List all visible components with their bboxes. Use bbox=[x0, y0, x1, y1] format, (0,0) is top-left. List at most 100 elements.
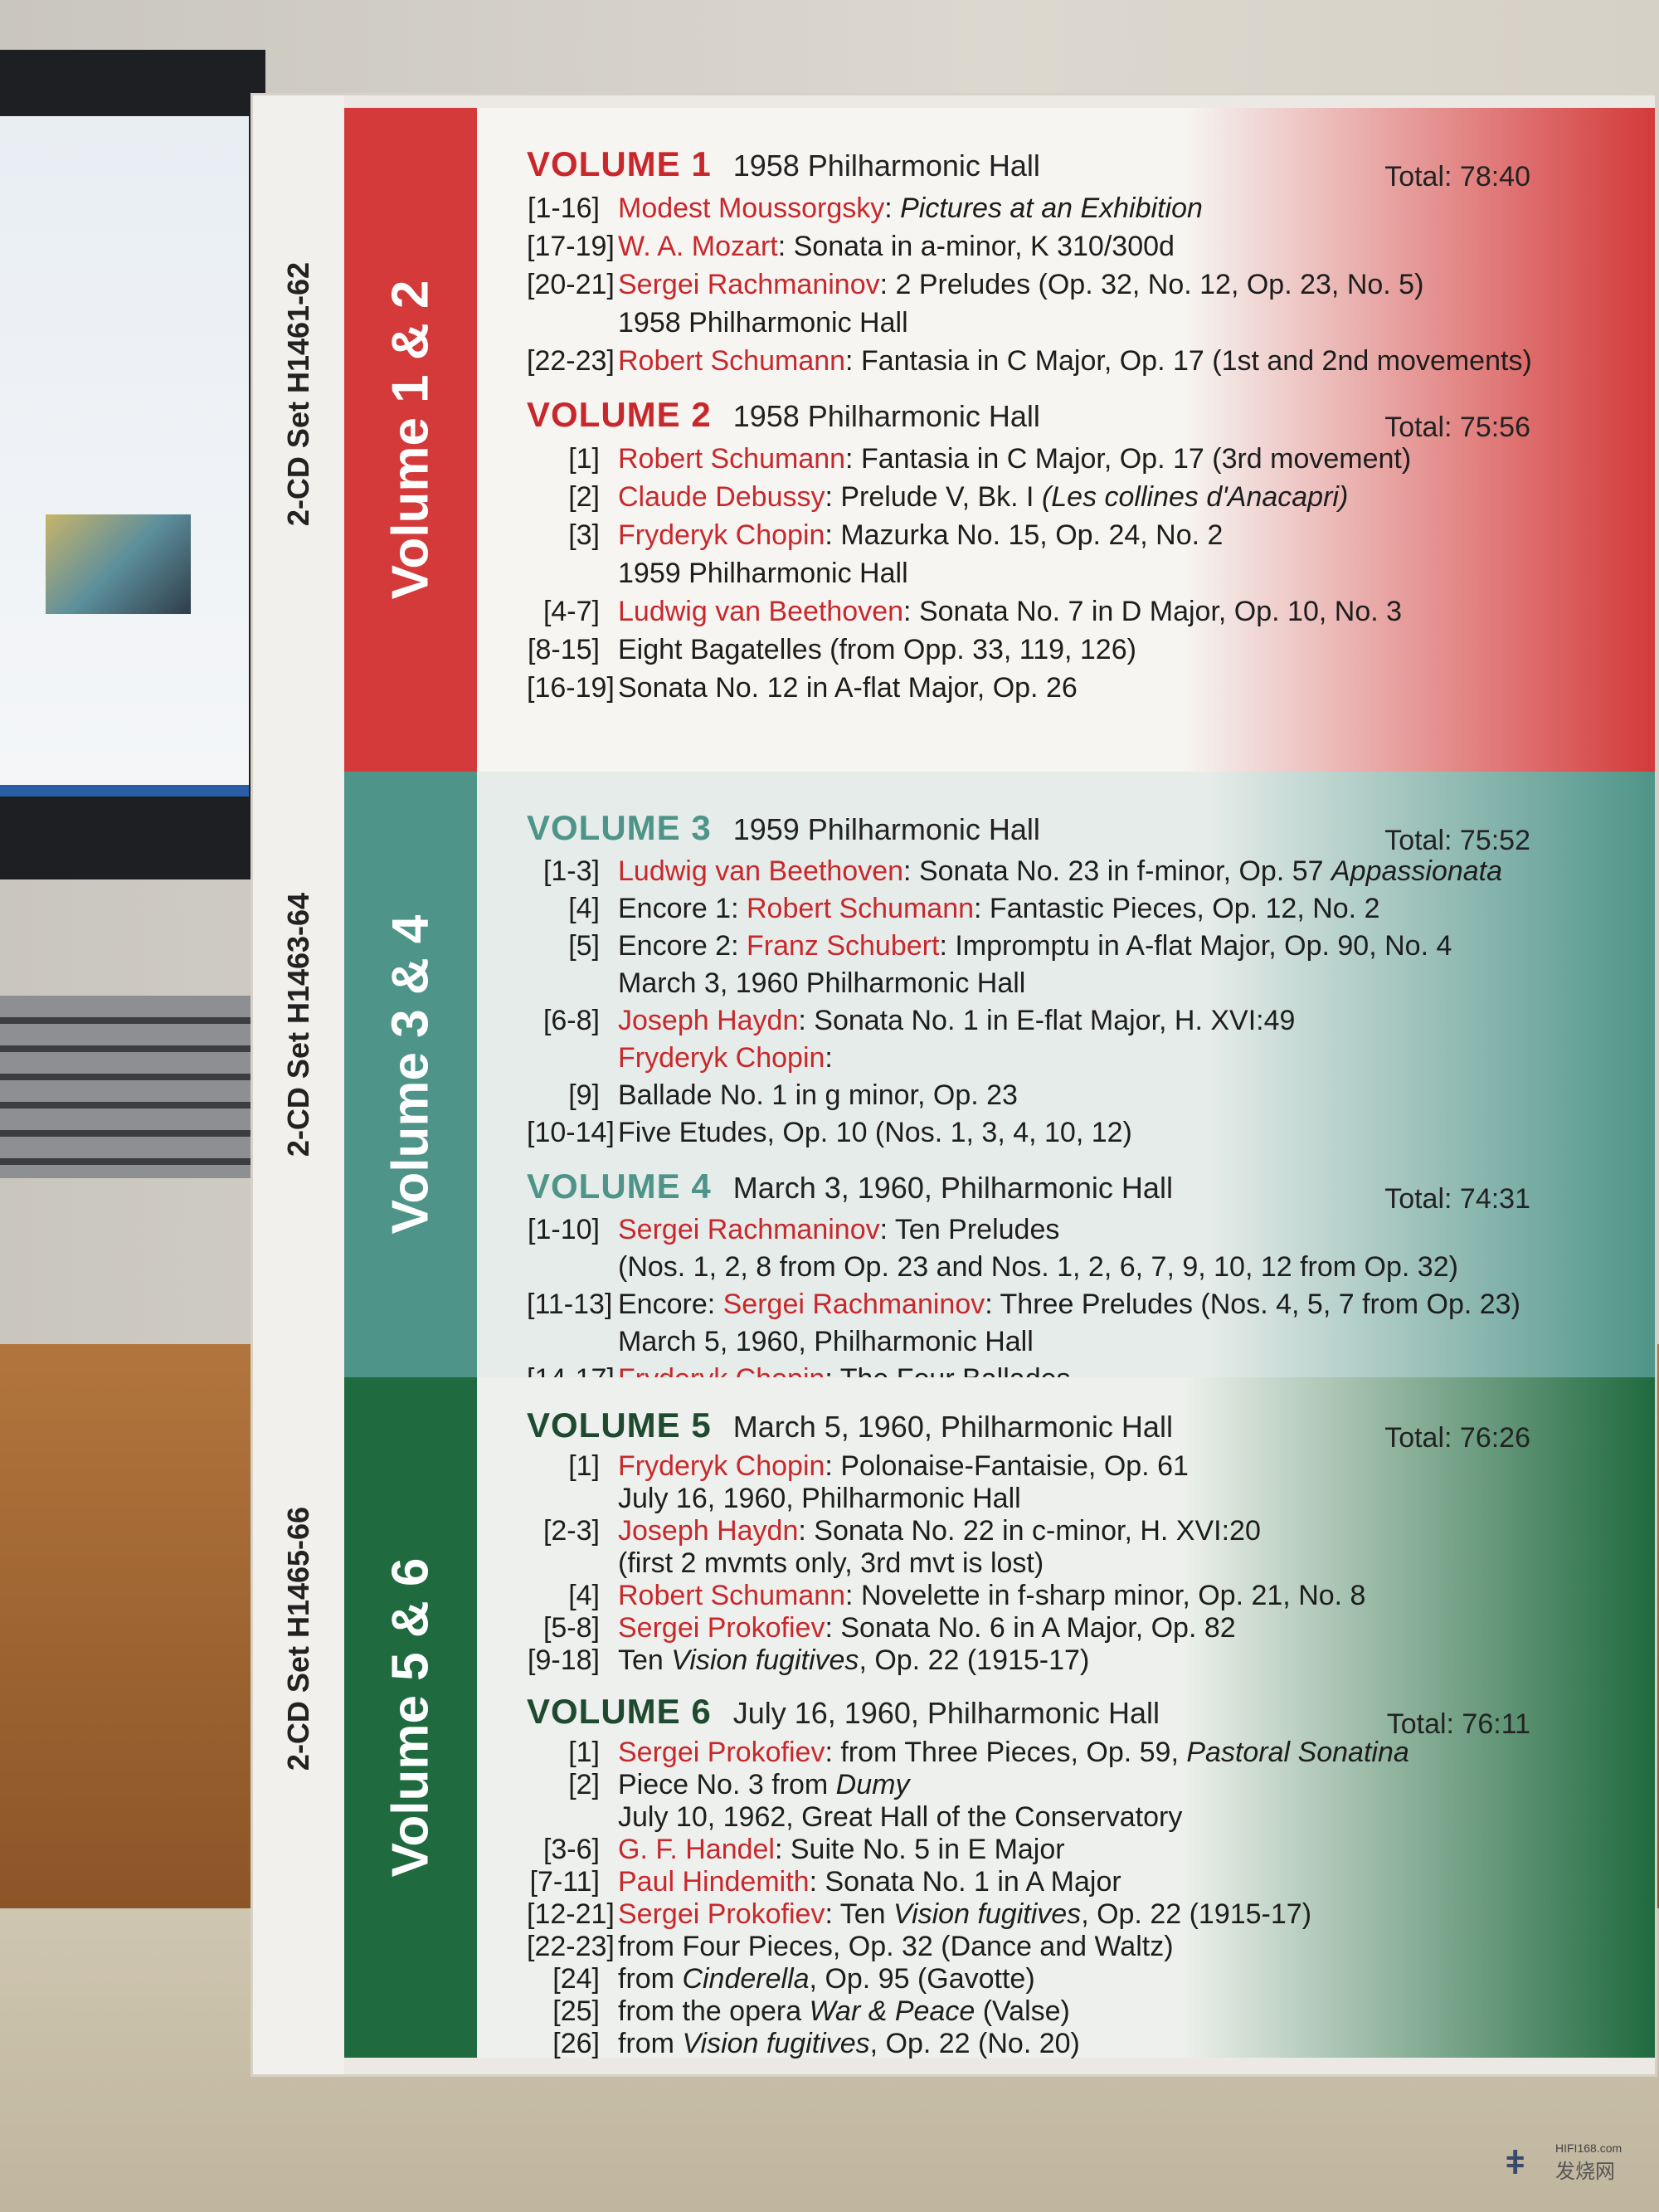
track-number: [6-8] bbox=[542, 1005, 600, 1036]
track-number: [4] bbox=[568, 1580, 600, 1611]
track-text: Encore 1: Robert Schumann: Fantastic Pie… bbox=[618, 890, 1379, 928]
track-number: [4] bbox=[568, 893, 600, 924]
work-title: : Sonata No. 23 in f-minor, Op. 57 bbox=[903, 855, 1331, 887]
composer-name: Fryderyk Chopin bbox=[618, 519, 825, 551]
track-text: 1959 Philharmonic Hall bbox=[618, 554, 908, 592]
watermark-logo: ǂ HIFI168.com 发烧网 bbox=[1506, 2136, 1655, 2186]
volume-1: VOLUME 1 1958 Philharmonic Hall Total: 78:… bbox=[527, 141, 1655, 380]
track-text: Piece No. 3 from Dumy bbox=[618, 1769, 909, 1801]
work-title-tail: , Op. 22 (1915-17) bbox=[859, 1644, 1090, 1676]
track-text: July 16, 1960, Philharmonic Hall bbox=[618, 1483, 1021, 1515]
volume-total-time: Total: 76:26 bbox=[1384, 1422, 1530, 1454]
composer-name: Sergei Prokofiev bbox=[618, 1612, 825, 1644]
volume-venue: 1958 Philharmonic Hall bbox=[732, 399, 1040, 433]
track-number: [3] bbox=[568, 519, 600, 551]
track-line: [9-18] Ten Vision fugitives, Op. 22 (1915… bbox=[527, 1644, 1655, 1677]
track-line: 1958 Philharmonic Hall bbox=[527, 304, 1655, 342]
track-line: [1-16] Modest Moussorgsky: Pictures at an… bbox=[527, 189, 1655, 227]
track-number: [24] bbox=[552, 1963, 600, 1995]
volume-total-time: Total: 76:11 bbox=[1386, 1708, 1530, 1740]
work-title: Sonata No. 12 in A-flat Major, Op. 26 bbox=[618, 672, 1078, 704]
work-title-italic: Pastoral Sonatina bbox=[1186, 1737, 1409, 1768]
volume-title: VOLUME 3 bbox=[527, 808, 712, 847]
volume-2: VOLUME 2 1958 Philharmonic Hall Total: 75:… bbox=[527, 392, 1655, 707]
volume-title: VOLUME 1 bbox=[527, 144, 712, 183]
track-number bbox=[527, 1801, 618, 1834]
volume-venue: 1958 Philharmonic Hall bbox=[732, 149, 1040, 183]
track-text: Encore: Sergei Rachmaninov: Three Prelud… bbox=[618, 1286, 1520, 1323]
section-volume-5-6: VOLUME 5 March 5, 1960, Philharmonic Hall… bbox=[477, 1377, 1655, 2060]
work-title-tail: (Valse) bbox=[975, 1995, 1070, 2027]
band-volume-5-6: Volume 5 & 6 bbox=[344, 1377, 477, 2058]
track-text: Paul Hindemith: Sonata No. 1 in A Major bbox=[618, 1866, 1121, 1898]
track-number: [2] bbox=[568, 1769, 600, 1800]
track-text: Joseph Haydn: Sonata No. 1 in E-flat Maj… bbox=[618, 1002, 1295, 1040]
volume-venue: July 16, 1960, Philharmonic Hall bbox=[732, 1696, 1160, 1730]
volume-header: VOLUME 4 March 3, 1960, Philharmonic Hall bbox=[527, 1163, 1655, 1211]
volume-title: VOLUME 4 bbox=[527, 1167, 712, 1206]
track-text: from Four Pieces, Op. 32 (Dance and Walt… bbox=[618, 1931, 1174, 1963]
track-number: [25] bbox=[552, 1995, 600, 2027]
track-number: [1-10] bbox=[528, 1214, 600, 1245]
work-title: 1959 Philharmonic Hall bbox=[618, 558, 908, 589]
band-label: Volume 3 & 4 bbox=[382, 914, 440, 1235]
composer-name: Robert Schumann bbox=[618, 443, 846, 475]
work-title: July 16, 1960, Philharmonic Hall bbox=[618, 1483, 1021, 1514]
track-number: [1-16] bbox=[528, 192, 600, 224]
work-title-italic: Appassionata bbox=[1331, 855, 1503, 887]
volume-header: VOLUME 5 March 5, 1960, Philharmonic Hall bbox=[527, 1402, 1655, 1450]
composer-name: Sergei Prokofiev bbox=[618, 1898, 825, 1930]
work-title: : from Three Pieces, Op. 59, bbox=[825, 1737, 1187, 1768]
track-line: [2-3] Joseph Haydn: Sonata No. 22 in c-mi… bbox=[527, 1515, 1655, 1547]
track-text: Modest Moussorgsky: Pictures at an Exhib… bbox=[618, 189, 1203, 227]
composer-name: Sergei Rachmaninov bbox=[618, 1214, 880, 1245]
volume-header: VOLUME 2 1958 Philharmonic Hall bbox=[527, 392, 1655, 440]
watermark-icon: ǂ bbox=[1506, 2145, 1525, 2181]
work-title-tail: , Op. 22 (1915-17) bbox=[1081, 1898, 1312, 1930]
work-title: (first 2 mvmts only, 3rd mvt is lost) bbox=[618, 1547, 1044, 1579]
work-title: : Impromptu in A-flat Major, Op. 90, No.… bbox=[939, 930, 1452, 962]
work-title: : Sonata in a-minor, K 310/300d bbox=[777, 231, 1175, 262]
track-text: from the opera War & Peace (Valse) bbox=[618, 1995, 1070, 2028]
track-line: 1959 Philharmonic Hall bbox=[527, 554, 1655, 592]
composer-name: Joseph Haydn bbox=[618, 1005, 799, 1036]
track-number: [9] bbox=[568, 1079, 600, 1111]
work-title: Ten bbox=[618, 1644, 672, 1676]
volume-total-time: Total: 78:40 bbox=[1384, 161, 1530, 192]
track-text: Joseph Haydn: Sonata No. 22 in c-minor, … bbox=[618, 1515, 1261, 1547]
work-title: : bbox=[884, 192, 893, 224]
track-number: [26] bbox=[552, 2028, 600, 2059]
track-line: [4] Robert Schumann: Novelette in f-sharp… bbox=[527, 1580, 1655, 1612]
track-text: Sergei Prokofiev: Ten Vision fugitives, … bbox=[618, 1898, 1311, 1931]
work-title: : Fantasia in C Major, Op. 17 (1st and 2… bbox=[845, 345, 1532, 377]
track-number: [11-13] bbox=[527, 1289, 613, 1320]
work-title: : Novelette in f-sharp minor, Op. 21, No… bbox=[845, 1580, 1366, 1611]
track-line: (first 2 mvmts only, 3rd mvt is lost) bbox=[527, 1547, 1655, 1580]
volume-header: VOLUME 3 1959 Philharmonic Hall bbox=[527, 805, 1655, 853]
work-title: : Sonata No. 7 in D Major, Op. 10, No. 3 bbox=[903, 596, 1403, 627]
track-text: G. F. Handel: Suite No. 5 in E Major bbox=[618, 1834, 1065, 1866]
track-line: [3-6] G. F. Handel: Suite No. 5 in E Majo… bbox=[527, 1834, 1655, 1866]
track-text: Sergei Rachmaninov: Ten Preludes bbox=[618, 1211, 1059, 1249]
track-text: Sergei Rachmaninov: 2 Preludes (Op. 32, … bbox=[618, 266, 1423, 304]
volume-5: VOLUME 5 March 5, 1960, Philharmonic Hall… bbox=[527, 1402, 1655, 1677]
work-title-italic: Vision fugitives bbox=[682, 2028, 870, 2059]
work-title: : Ten Preludes bbox=[879, 1214, 1060, 1245]
track-line: July 10, 1962, Great Hall of the Conserv… bbox=[527, 1801, 1655, 1834]
work-title-italic: War & Peace bbox=[809, 1995, 975, 2027]
track-line: [26] from Vision fugitives, Op. 22 (No. 2… bbox=[527, 2028, 1655, 2060]
track-text: Eight Bagatelles (from Opp. 33, 119, 126… bbox=[618, 631, 1136, 669]
work-title-italic: Vision fugitives bbox=[671, 1644, 859, 1676]
screen-thumbnail bbox=[46, 514, 191, 614]
track-line: [22-23] Robert Schumann: Fantasia in C Ma… bbox=[527, 342, 1655, 380]
track-line: March 5, 1960, Philharmonic Hall bbox=[527, 1323, 1655, 1361]
work-title: from the opera bbox=[618, 1995, 810, 2027]
work-title: March 5, 1960, Philharmonic Hall bbox=[618, 1326, 1034, 1357]
track-line: [3] Fryderyk Chopin: Mazurka No. 15, Op. … bbox=[527, 516, 1655, 554]
work-title: : Sonata No. 22 in c-minor, H. XVI:20 bbox=[798, 1515, 1261, 1547]
track-number: [22-23] bbox=[527, 345, 615, 377]
track-line: [4] Encore 1: Robert Schumann: Fantastic … bbox=[527, 890, 1655, 928]
work-title-italic: Dumy bbox=[835, 1769, 910, 1800]
encore-prefix: Encore 1: bbox=[618, 893, 747, 924]
volume-4: VOLUME 4 March 3, 1960, Philharmonic Hall… bbox=[527, 1163, 1655, 1398]
